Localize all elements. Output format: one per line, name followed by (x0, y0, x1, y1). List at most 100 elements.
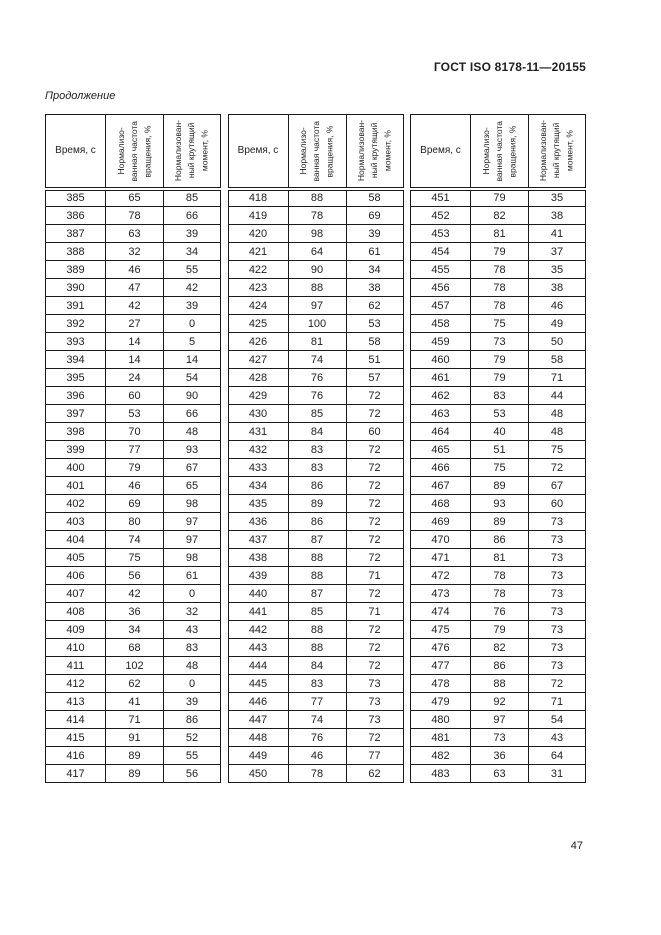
time-cell: 425 (227, 314, 289, 333)
torque-cell: 67 (163, 458, 221, 477)
torque-cell: 72 (345, 458, 404, 477)
time-cell: 396 (45, 386, 106, 405)
speed-cell: 24 (105, 368, 164, 387)
speed-cell: 78 (470, 566, 529, 585)
torque-cell: 58 (345, 332, 404, 351)
speed-cell: 46 (287, 746, 347, 765)
time-cell: 464 (410, 422, 471, 441)
time-cell: 463 (410, 404, 471, 423)
time-cell: 411 (45, 656, 106, 675)
time-cell: 442 (227, 620, 289, 639)
speed-cell: 88 (287, 566, 347, 585)
speed-cell: 76 (287, 368, 347, 387)
table-row: 404 74 97 (45, 530, 221, 549)
table-row: 411 102 48 (45, 656, 221, 675)
speed-cell: 78 (105, 206, 164, 225)
time-cell: 441 (227, 602, 289, 621)
time-cell: 481 (410, 728, 471, 747)
speed-cell: 32 (105, 242, 164, 261)
table-row: 406 56 61 (45, 566, 221, 585)
torque-cell: 98 (163, 548, 221, 567)
time-cell: 451 (410, 188, 471, 207)
table-row: 397 53 66 (45, 404, 221, 423)
time-cell: 440 (227, 584, 289, 603)
speed-cell: 53 (105, 404, 164, 423)
torque-cell: 31 (528, 764, 586, 783)
torque-header-label: Нормализован- ный крутящий момент, % (173, 120, 210, 182)
speed-cell: 89 (287, 494, 347, 513)
speed-cell: 80 (105, 512, 164, 531)
table-row: 435 89 72 (227, 494, 404, 513)
table-row: 470 86 73 (410, 530, 586, 549)
torque-cell: 58 (345, 188, 404, 207)
table-row: 476 82 73 (410, 638, 586, 657)
table-row: 446 77 73 (227, 692, 404, 711)
table-row: 464 40 48 (410, 422, 586, 441)
speed-cell: 83 (287, 674, 347, 693)
time-cell: 424 (227, 296, 289, 315)
torque-cell: 34 (163, 242, 221, 261)
torque-cell: 66 (163, 404, 221, 423)
speed-cell: 78 (287, 764, 347, 783)
torque-cell: 56 (163, 764, 221, 783)
torque-cell: 97 (163, 512, 221, 531)
time-cell: 478 (410, 674, 471, 693)
torque-cell: 72 (345, 584, 404, 603)
table-header-row: Время, с Нормализо- ванная частота враще… (45, 114, 221, 191)
time-cell: 386 (45, 206, 106, 225)
time-cell: 435 (227, 494, 289, 513)
time-cell: 475 (410, 620, 471, 639)
doc-header-title: ГОСТ ISO 8178-11—20155 (433, 60, 586, 74)
table-row: 472 78 73 (410, 566, 586, 585)
table-row: 418 88 58 (227, 188, 404, 207)
time-cell: 444 (227, 656, 289, 675)
speed-cell: 63 (105, 224, 164, 243)
speed-cell: 79 (470, 620, 529, 639)
time-cell: 418 (227, 188, 289, 207)
time-cell: 388 (45, 242, 106, 261)
torque-cell: 66 (163, 206, 221, 225)
time-cell: 443 (227, 638, 289, 657)
speed-cell: 90 (287, 260, 347, 279)
torque-cell: 5 (163, 332, 221, 351)
time-cell: 390 (45, 278, 106, 297)
torque-cell: 73 (528, 530, 586, 549)
torque-cell: 67 (528, 476, 586, 495)
time-cell: 426 (227, 332, 289, 351)
speed-cell: 75 (470, 458, 529, 477)
torque-cell: 35 (528, 188, 586, 207)
torque-cell: 32 (163, 602, 221, 621)
table-row: 386 78 66 (45, 206, 221, 225)
time-cell: 422 (227, 260, 289, 279)
table-row: 468 93 60 (410, 494, 586, 513)
table-row: 408 36 32 (45, 602, 221, 621)
torque-cell: 48 (528, 422, 586, 441)
speed-cell: 82 (470, 638, 529, 657)
torque-column-header: Нормализован- ный крутящий момент, % (345, 114, 404, 191)
torque-cell: 86 (163, 710, 221, 729)
speed-cell: 83 (470, 386, 529, 405)
torque-cell: 48 (163, 422, 221, 441)
table-row: 440 87 72 (227, 584, 404, 603)
table-row: 431 84 60 (227, 422, 404, 441)
time-cell: 436 (227, 512, 289, 531)
table-row: 432 83 72 (227, 440, 404, 459)
torque-cell: 43 (528, 728, 586, 747)
time-cell: 480 (410, 710, 471, 729)
time-cell: 453 (410, 224, 471, 243)
torque-cell: 39 (163, 296, 221, 315)
time-cell: 448 (227, 728, 289, 747)
speed-cell: 81 (470, 548, 529, 567)
speed-cell: 86 (287, 476, 347, 495)
speed-cell: 40 (470, 422, 529, 441)
time-cell: 401 (45, 476, 106, 495)
time-cell: 413 (45, 692, 106, 711)
table-row: 452 82 38 (410, 206, 586, 225)
table-row: 462 83 44 (410, 386, 586, 405)
time-cell: 394 (45, 350, 106, 369)
torque-cell: 73 (345, 710, 404, 729)
time-cell: 392 (45, 314, 106, 333)
torque-cell: 72 (345, 386, 404, 405)
time-cell: 419 (227, 206, 289, 225)
time-cell: 477 (410, 656, 471, 675)
